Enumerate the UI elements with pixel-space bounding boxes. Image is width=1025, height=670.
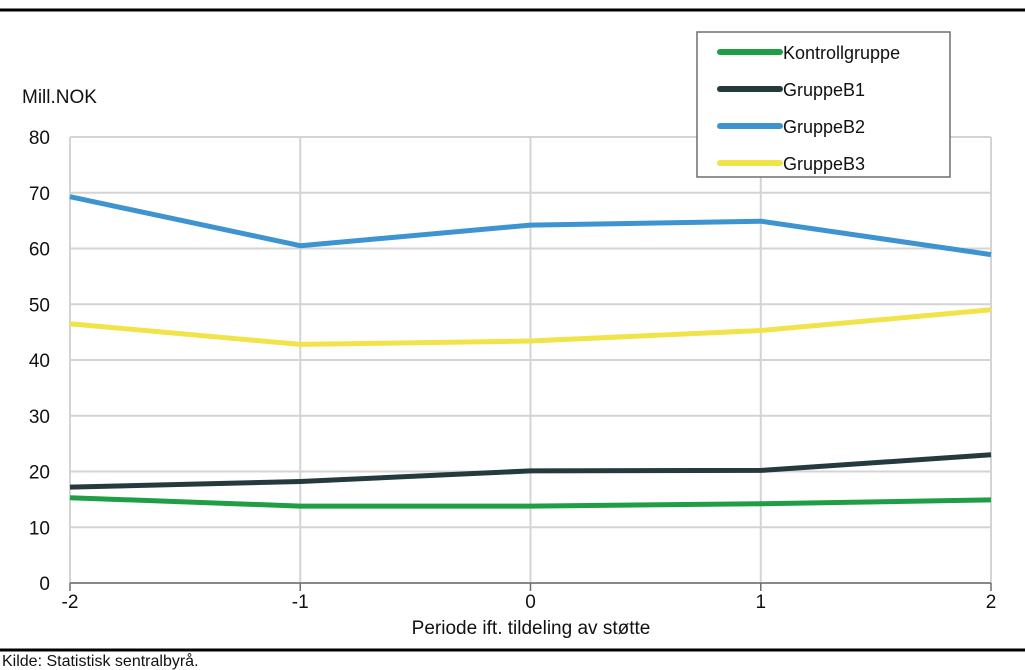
- data-point: [758, 219, 763, 224]
- y-tick-label: 40: [29, 351, 50, 372]
- data-point: [68, 194, 73, 199]
- data-point: [528, 468, 533, 473]
- legend-label: GruppeB2: [783, 117, 865, 137]
- data-point: [68, 321, 73, 326]
- series-line-gruppeb1: [69, 452, 992, 490]
- series-line-gruppeb3: [69, 307, 992, 347]
- x-tick-label: -2: [62, 592, 79, 613]
- data-point: [298, 479, 303, 484]
- x-tick-label: 2: [986, 592, 997, 613]
- data-point: [528, 223, 533, 228]
- data-point: [68, 495, 73, 500]
- x-tick-labels: -2 -1 0 1 2: [62, 592, 997, 613]
- x-tick-label: -1: [292, 592, 309, 613]
- y-tick-labels: 0 10 20 30 40 50 60 70 80: [29, 128, 50, 595]
- data-point: [68, 485, 73, 490]
- legend-label: Kontrollgruppe: [783, 43, 900, 63]
- legend: Kontrollgruppe GruppeB1 GruppeB2 GruppeB3: [696, 31, 951, 178]
- series-lines: [68, 194, 994, 509]
- data-point: [758, 501, 763, 506]
- x-tick-label: 0: [525, 592, 536, 613]
- y-tick-label: 20: [29, 463, 50, 484]
- y-tick-label: 70: [29, 184, 50, 205]
- y-tick-label: 30: [29, 407, 50, 428]
- series-line-kontrollgruppe: [69, 495, 992, 509]
- data-point: [989, 307, 994, 312]
- y-axis-title: Mill.NOK: [22, 87, 97, 108]
- y-tick-label: 0: [39, 574, 50, 595]
- y-tick-label: 10: [29, 518, 50, 539]
- data-point: [758, 468, 763, 473]
- data-point: [989, 452, 994, 457]
- data-point: [989, 252, 994, 257]
- gridlines: [69, 136, 992, 591]
- y-tick-label: 60: [29, 240, 50, 261]
- x-tick-label: 1: [755, 592, 766, 613]
- legend-label: GruppeB3: [783, 154, 865, 174]
- data-point: [298, 342, 303, 347]
- y-tick-label: 80: [29, 128, 50, 149]
- y-tick-label: 50: [29, 295, 50, 316]
- data-point: [528, 504, 533, 509]
- legend-box: [696, 31, 951, 178]
- data-point: [989, 497, 994, 502]
- source-note: Kilde: Statistisk sentralbyrå.: [2, 652, 199, 670]
- legend-label: GruppeB1: [783, 80, 865, 100]
- series-line-gruppeb2: [69, 194, 992, 258]
- data-point: [298, 243, 303, 248]
- data-point: [528, 339, 533, 344]
- x-axis-title: Periode ift. tildeling av støtte: [412, 618, 651, 639]
- data-point: [758, 328, 763, 333]
- data-point: [298, 504, 303, 509]
